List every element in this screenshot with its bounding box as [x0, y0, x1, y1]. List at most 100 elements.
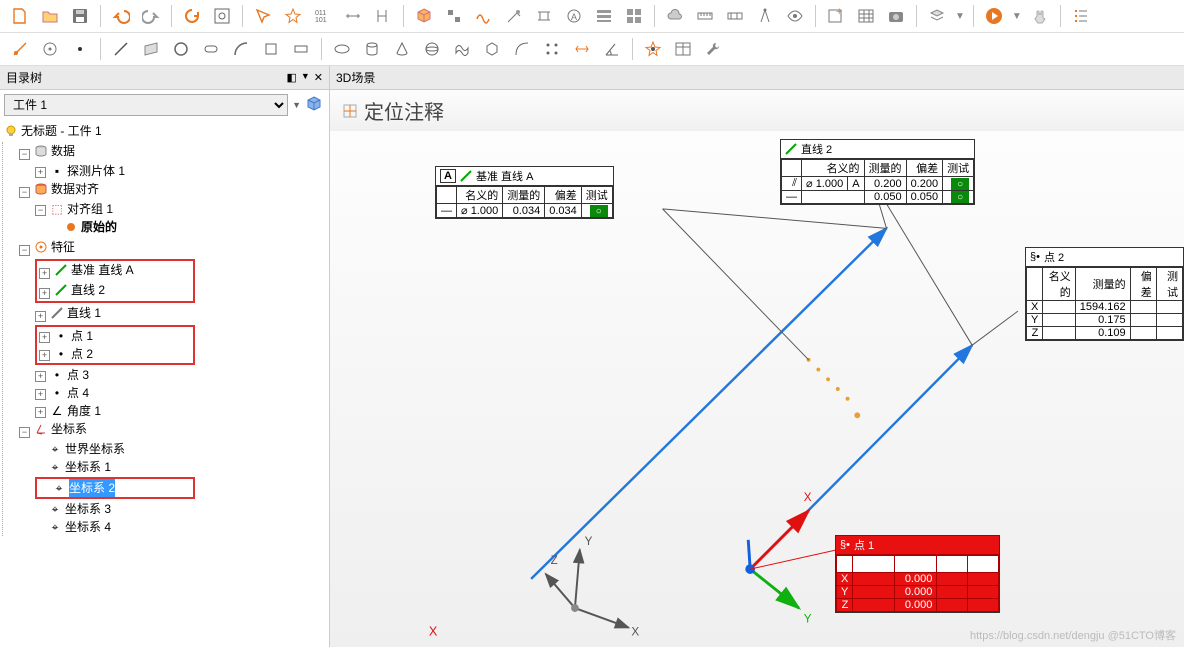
- close-panel-icon[interactable]: ✕: [314, 71, 323, 84]
- grid-icon[interactable]: [622, 4, 646, 28]
- tree-line1[interactable]: 直线 1: [67, 304, 101, 322]
- object-tree[interactable]: 无标题 - 工件 1 −数据 +▪探测片体 1 −数据对齐 −⬚对齐组 1 原始…: [0, 120, 329, 647]
- feat-cylinder-icon[interactable]: [360, 37, 384, 61]
- new-file-icon[interactable]: [8, 4, 32, 28]
- tree-data[interactable]: 数据: [51, 142, 75, 160]
- expand-icon[interactable]: +: [35, 311, 46, 322]
- play-icon[interactable]: [982, 4, 1006, 28]
- expand-icon[interactable]: +: [39, 288, 50, 299]
- feat-angle-icon[interactable]: [600, 37, 624, 61]
- view-icon[interactable]: [783, 4, 807, 28]
- viewport-3d[interactable]: X Y X Y Z X: [330, 131, 1184, 647]
- feat-plane-icon[interactable]: [139, 37, 163, 61]
- tree-features[interactable]: 特征: [51, 238, 75, 256]
- feat-point-icon[interactable]: [68, 37, 92, 61]
- expand-icon[interactable]: −: [19, 149, 30, 160]
- feat-circle-icon[interactable]: [38, 37, 62, 61]
- table2-icon[interactable]: [854, 4, 878, 28]
- callout-line2[interactable]: 直线 2 名义的测量的偏差测试 ⫽⌀ 1.000A0.2000.200 —0.0…: [780, 139, 975, 205]
- tree-root[interactable]: 无标题 - 工件 1: [21, 122, 102, 140]
- outline-icon[interactable]: [1069, 4, 1093, 28]
- tree-cs2[interactable]: 坐标系 2: [69, 479, 115, 497]
- select-icon[interactable]: [251, 4, 275, 28]
- part-select[interactable]: 工件 1: [4, 94, 288, 116]
- probe-icon[interactable]: [502, 4, 526, 28]
- feat-cube-icon[interactable]: [480, 37, 504, 61]
- camera-icon[interactable]: [884, 4, 908, 28]
- feat-table-icon[interactable]: [671, 37, 695, 61]
- cloud-icon[interactable]: [663, 4, 687, 28]
- tree-cs4[interactable]: 坐标系 4: [65, 518, 111, 536]
- feat-sphere-icon[interactable]: [420, 37, 444, 61]
- stack-icon[interactable]: [925, 4, 949, 28]
- feat-square-icon[interactable]: [259, 37, 283, 61]
- expand-icon[interactable]: +: [35, 371, 46, 382]
- expand-icon[interactable]: −: [19, 245, 30, 256]
- expand-icon[interactable]: +: [39, 350, 50, 361]
- expand-icon[interactable]: +: [39, 268, 50, 279]
- align-icon[interactable]: [442, 4, 466, 28]
- feat-circle2-icon[interactable]: [169, 37, 193, 61]
- expand-icon[interactable]: +: [35, 407, 46, 418]
- compass-icon[interactable]: [753, 4, 777, 28]
- expand-icon[interactable]: +: [35, 167, 46, 178]
- feat-pattern-icon[interactable]: [540, 37, 564, 61]
- cube-icon[interactable]: [412, 4, 436, 28]
- undo-icon[interactable]: [109, 4, 133, 28]
- feat-wrench-icon[interactable]: [701, 37, 725, 61]
- calipers-icon[interactable]: [371, 4, 395, 28]
- feat-construct-icon[interactable]: [641, 37, 665, 61]
- tree-pt2[interactable]: 点 2: [71, 345, 93, 363]
- list-icon[interactable]: [592, 4, 616, 28]
- tree-line2[interactable]: 直线 2: [71, 281, 105, 299]
- tree-pt1[interactable]: 点 1: [71, 327, 93, 345]
- tree-worldcs[interactable]: 世界坐标系: [65, 440, 125, 458]
- select-arrow-icon[interactable]: ▼: [292, 100, 301, 110]
- tree-pt3[interactable]: 点 3: [67, 366, 89, 384]
- hand-icon[interactable]: [1028, 4, 1052, 28]
- feat-surface-icon[interactable]: [450, 37, 474, 61]
- tree-origin[interactable]: 原始的: [81, 218, 117, 236]
- dropdown-arrow-icon[interactable]: ▼: [1012, 11, 1022, 22]
- dropdown-arrow-icon[interactable]: ▼: [955, 11, 965, 22]
- feat-slot-icon[interactable]: [199, 37, 223, 61]
- feat-axis-icon[interactable]: [8, 37, 32, 61]
- feat-arc-icon[interactable]: [229, 37, 253, 61]
- add-table-icon[interactable]: +: [824, 4, 848, 28]
- feat-line-icon[interactable]: [109, 37, 133, 61]
- text-note-icon[interactable]: A: [562, 4, 586, 28]
- ruler2-icon[interactable]: [723, 4, 747, 28]
- expand-icon[interactable]: −: [35, 205, 46, 216]
- wave-icon[interactable]: [472, 4, 496, 28]
- save-icon[interactable]: [68, 4, 92, 28]
- distance-icon[interactable]: [341, 4, 365, 28]
- expand-icon[interactable]: +: [35, 389, 46, 400]
- binary-icon[interactable]: 011101: [311, 4, 335, 28]
- feat-rect-icon[interactable]: [289, 37, 313, 61]
- tree-ang1[interactable]: 角度 1: [67, 402, 101, 420]
- expand-icon[interactable]: +: [39, 332, 50, 343]
- open-file-icon[interactable]: [38, 4, 62, 28]
- feat-cone-icon[interactable]: [390, 37, 414, 61]
- tree-csys[interactable]: 坐标系: [51, 420, 87, 438]
- feat-curve-icon[interactable]: [510, 37, 534, 61]
- feat-ellipse-icon[interactable]: [330, 37, 354, 61]
- dropdown-icon[interactable]: ▼: [301, 71, 310, 84]
- part-cube-icon[interactable]: [305, 95, 325, 115]
- dock-icon[interactable]: ◧: [286, 71, 296, 84]
- tree-probe[interactable]: 探测片体 1: [67, 162, 125, 180]
- expand-icon[interactable]: −: [19, 427, 30, 438]
- callout-datum-a[interactable]: A基准 直线 A 名义的测量的偏差测试 —⌀ 1.0000.0340.034: [435, 166, 614, 219]
- redo-icon[interactable]: [139, 4, 163, 28]
- expand-icon[interactable]: −: [19, 187, 30, 198]
- tree-align[interactable]: 数据对齐: [51, 180, 99, 198]
- tree-datum-line-a[interactable]: 基准 直线 A: [71, 261, 134, 279]
- feat-width-icon[interactable]: [570, 37, 594, 61]
- ruler-icon[interactable]: [693, 4, 717, 28]
- star-icon[interactable]: [281, 4, 305, 28]
- callout-point1[interactable]: §•点 1 名义的测量的偏差测试 X0.000 Y0.000 Z0.000: [835, 535, 1000, 613]
- tree-aligngrp[interactable]: 对齐组 1: [67, 200, 113, 218]
- tree-pt4[interactable]: 点 4: [67, 384, 89, 402]
- refresh-icon[interactable]: [180, 4, 204, 28]
- dimension-icon[interactable]: [532, 4, 556, 28]
